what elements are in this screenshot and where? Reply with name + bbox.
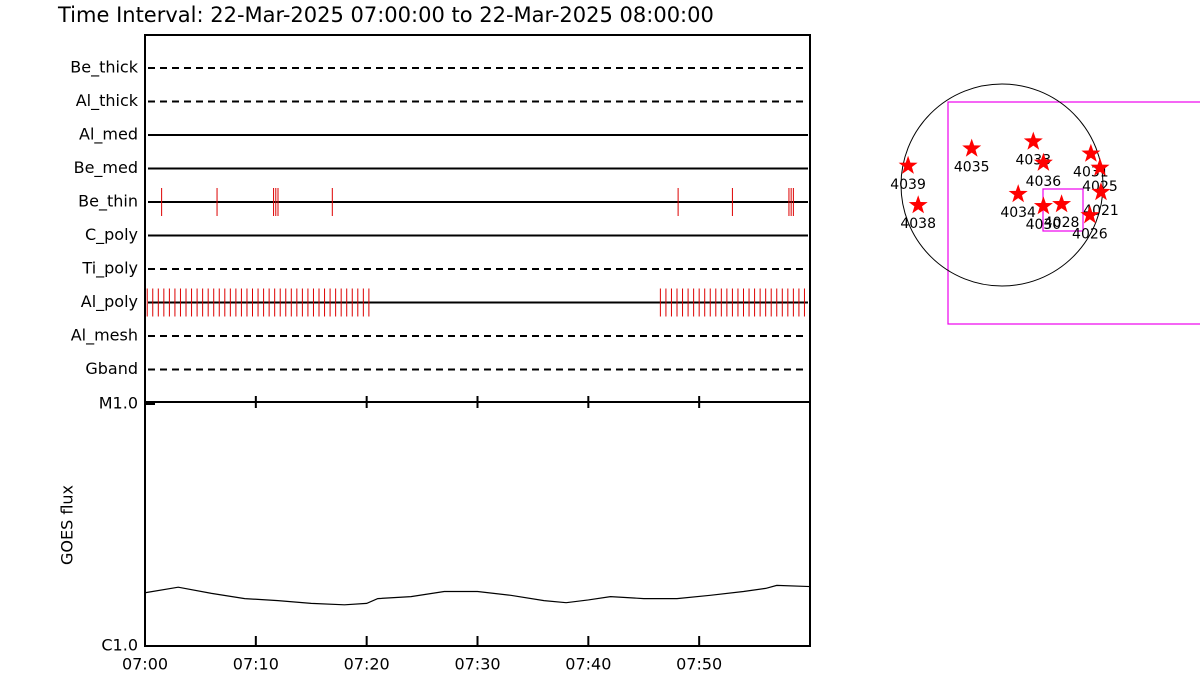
region-label: 4030 (1026, 217, 1062, 233)
filter-label: Be_med (74, 158, 138, 178)
y-tick-label: M1.0 (99, 394, 138, 413)
region-star (908, 195, 928, 214)
region-star (962, 138, 982, 157)
region-label: 4028 (1044, 215, 1080, 231)
region-star (1052, 194, 1072, 213)
filter-label: Gband (85, 359, 138, 378)
region-star (1090, 157, 1110, 176)
x-tick-label: 07:30 (454, 655, 500, 674)
region-star (1008, 184, 1028, 203)
region-label: 4034 (1000, 205, 1036, 221)
x-tick-label: 07:10 (233, 655, 279, 674)
filter-label: Ti_poly (81, 259, 138, 279)
x-tick-label: 07:00 (122, 655, 168, 674)
region-label: 4035 (954, 160, 990, 176)
y-axis-label: GOES flux (58, 485, 77, 565)
filter-label: Al_thick (76, 91, 139, 111)
x-tick-label: 07:50 (676, 655, 722, 674)
region-star (898, 155, 918, 174)
filter-label: C_poly (85, 225, 138, 245)
region-label: 4026 (1072, 226, 1108, 242)
x-tick-label: 07:20 (344, 655, 390, 674)
field-of-view (947, 101, 1200, 325)
region-label: 4039 (890, 177, 926, 193)
region-star (1081, 143, 1101, 162)
region-star (1080, 205, 1100, 224)
region-star (1023, 131, 1043, 150)
region-star (1033, 152, 1053, 171)
y-tick-label: C1.0 (101, 636, 138, 655)
region-star (1091, 182, 1111, 201)
filter-label: Al_med (79, 125, 138, 145)
x-tick-label: 07:40 (565, 655, 611, 674)
filter-label: Al_poly (81, 292, 138, 312)
region-label: 4036 (1026, 174, 1062, 190)
goes-curve (144, 584, 811, 606)
region-star (1033, 196, 1053, 215)
filter-label: Al_mesh (71, 326, 138, 346)
chart-title: Time Interval: 22-Mar-2025 07:00:00 to 2… (57, 3, 714, 27)
filter-label: Be_thick (70, 58, 138, 78)
region-label: 4038 (900, 216, 936, 232)
filter-label: Be_thin (78, 192, 138, 212)
solar-disk (900, 83, 1104, 287)
